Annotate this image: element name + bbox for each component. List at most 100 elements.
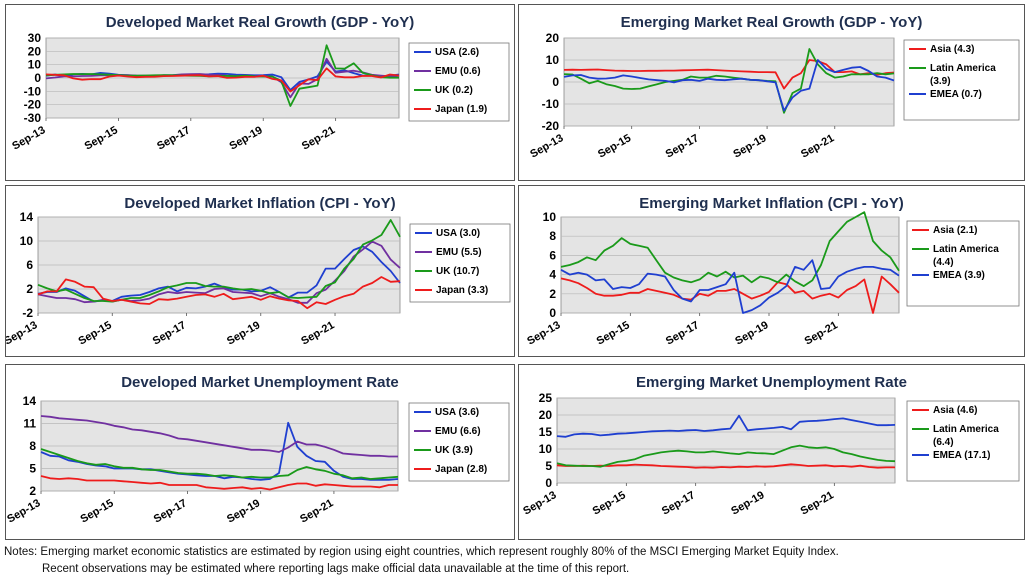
legend-label: Latin America (3.9): [930, 63, 996, 87]
panel-dm-unemp: Developed Market Unemployment Rate 14 11 8 5…: [5, 364, 515, 540]
x-tick-label: Sep-17: [664, 319, 701, 347]
notes-line-2: Recent observations may be estimated whe…: [42, 563, 630, 575]
y-tick-label: 15: [539, 425, 553, 439]
y-tick-label: 0: [34, 71, 41, 85]
chart-title: Developed Market Real Growth (GDP - YoY): [106, 14, 414, 31]
y-tick-label: 6: [549, 248, 556, 262]
panel-dm-gdp: Developed Market Real Growth (GDP - YoY)…: [5, 4, 515, 181]
x-tick-label: Sep-13: [521, 489, 558, 517]
legend-label: Asia (4.3): [930, 44, 974, 55]
series-line: [560, 211, 900, 287]
legend-label: Asia (2.1): [933, 225, 977, 236]
chart-title: Developed Market Inflation (CPI - YoY): [124, 195, 395, 212]
y-tick-label: 14: [23, 394, 37, 408]
legend-label: EMEA (0.7): [930, 89, 982, 100]
legend-label: USA (3.0): [436, 228, 480, 239]
series-line: [45, 44, 399, 107]
y-tick-label: 10: [20, 234, 34, 248]
legend-label: USA (3.6): [435, 407, 479, 418]
legend-label: EMU (0.6): [435, 66, 481, 77]
x-tick-label: Sep-15: [83, 124, 120, 152]
x-tick-label: Sep-17: [155, 124, 192, 152]
series-line: [556, 414, 896, 438]
y-tick-label: 10: [28, 58, 42, 72]
y-tick-label: -20: [542, 119, 560, 133]
y-tick-label: 25: [539, 391, 553, 405]
x-tick-label: Sep-15: [591, 489, 628, 517]
y-tick-label: 8: [549, 229, 556, 243]
x-tick-label: Sep-19: [729, 489, 766, 517]
legend-label: Japan (3.3): [436, 285, 488, 296]
x-tick-label: Sep-17: [664, 132, 701, 160]
y-tick-label: -30: [24, 111, 42, 125]
y-tick-label: 20: [28, 44, 42, 58]
y-tick-label: 0: [545, 476, 552, 490]
x-tick-label: Sep-15: [77, 319, 114, 347]
series-line: [37, 276, 401, 310]
y-tick-label: -20: [24, 98, 42, 112]
y-tick-label: 11: [23, 417, 36, 431]
y-tick-label: 20: [539, 408, 553, 422]
series-line: [563, 59, 895, 112]
plot-area: [560, 216, 900, 314]
series-line: [560, 259, 900, 314]
series-line: [40, 475, 398, 491]
legend-label: UK (10.7): [436, 266, 479, 277]
x-tick-label: Sep-15: [596, 132, 633, 160]
y-tick-label: -10: [24, 84, 42, 98]
series-line: [45, 60, 400, 91]
x-tick-label: Sep-19: [225, 319, 262, 347]
series-line: [556, 444, 896, 468]
x-tick-label: Sep-17: [151, 319, 188, 347]
x-tick-label: Sep-21: [799, 132, 836, 160]
series-line: [40, 415, 398, 458]
x-tick-label: Sep-13: [525, 319, 562, 347]
y-tick-label: 2: [26, 282, 33, 296]
x-tick-label: Sep-21: [803, 319, 840, 347]
legend-label: EMU (6.6): [435, 426, 481, 437]
plot-area: [556, 397, 896, 484]
panel-em-gdp: Emerging Market Real Growth (GDP - YoY) 2…: [518, 4, 1025, 181]
y-tick-label: 5: [29, 462, 36, 476]
chart-title: Developed Market Unemployment Rate: [121, 374, 399, 391]
y-tick-label: 10: [546, 53, 560, 67]
legend-box: [903, 39, 1020, 121]
chart-title: Emerging Market Inflation (CPI - YoY): [639, 195, 903, 212]
chart-title: Emerging Market Real Growth (GDP - YoY): [621, 14, 923, 31]
x-tick-label: Sep-13: [10, 124, 47, 152]
legend-label: USA (2.6): [435, 47, 479, 58]
x-tick-label: Sep-19: [731, 132, 768, 160]
y-tick-label: 0: [549, 306, 556, 320]
series-line: [37, 219, 401, 303]
series-line: [560, 275, 900, 314]
x-tick-label: Sep-21: [299, 319, 336, 347]
series-line: [563, 59, 895, 90]
notes: Notes: Emerging market economic statisti…: [4, 544, 839, 578]
legend-label: EMU (5.5): [436, 247, 482, 258]
legend-label: Latin America (6.4): [933, 424, 999, 448]
x-tick-label: Sep-13: [6, 497, 42, 525]
y-tick-label: 10: [543, 210, 557, 224]
y-tick-label: -2: [22, 306, 33, 320]
x-tick-label: Sep-21: [298, 497, 335, 525]
legend-label: Asia (4.6): [933, 405, 977, 416]
x-tick-label: Sep-13: [6, 319, 39, 347]
x-tick-label: Sep-13: [528, 132, 565, 160]
legend-box: [906, 400, 1020, 482]
panel-dm-cpi: Developed Market Inflation (CPI - YoY) 14…: [5, 185, 515, 357]
x-tick-label: Sep-17: [660, 489, 697, 517]
y-tick-label: 2: [549, 287, 556, 301]
x-tick-label: Sep-21: [799, 489, 836, 517]
x-tick-label: Sep-15: [595, 319, 632, 347]
legend-label: Latin America (4.4): [933, 244, 999, 268]
y-tick-label: 14: [20, 210, 34, 224]
legend-label: Japan (2.8): [435, 464, 487, 475]
panel-em-unemp: Emerging Market Unemployment Rate 25 20 15 1…: [518, 364, 1025, 540]
panel-em-cpi: Emerging Market Inflation (CPI - YoY) 10 8…: [518, 185, 1025, 357]
x-tick-label: Sep-15: [78, 497, 115, 525]
chart-title: Emerging Market Unemployment Rate: [636, 374, 907, 391]
y-tick-label: 20: [546, 31, 560, 45]
series-line: [563, 48, 895, 114]
notes-line-1: Notes: Emerging market economic statisti…: [4, 546, 839, 558]
y-tick-label: 0: [552, 75, 559, 89]
